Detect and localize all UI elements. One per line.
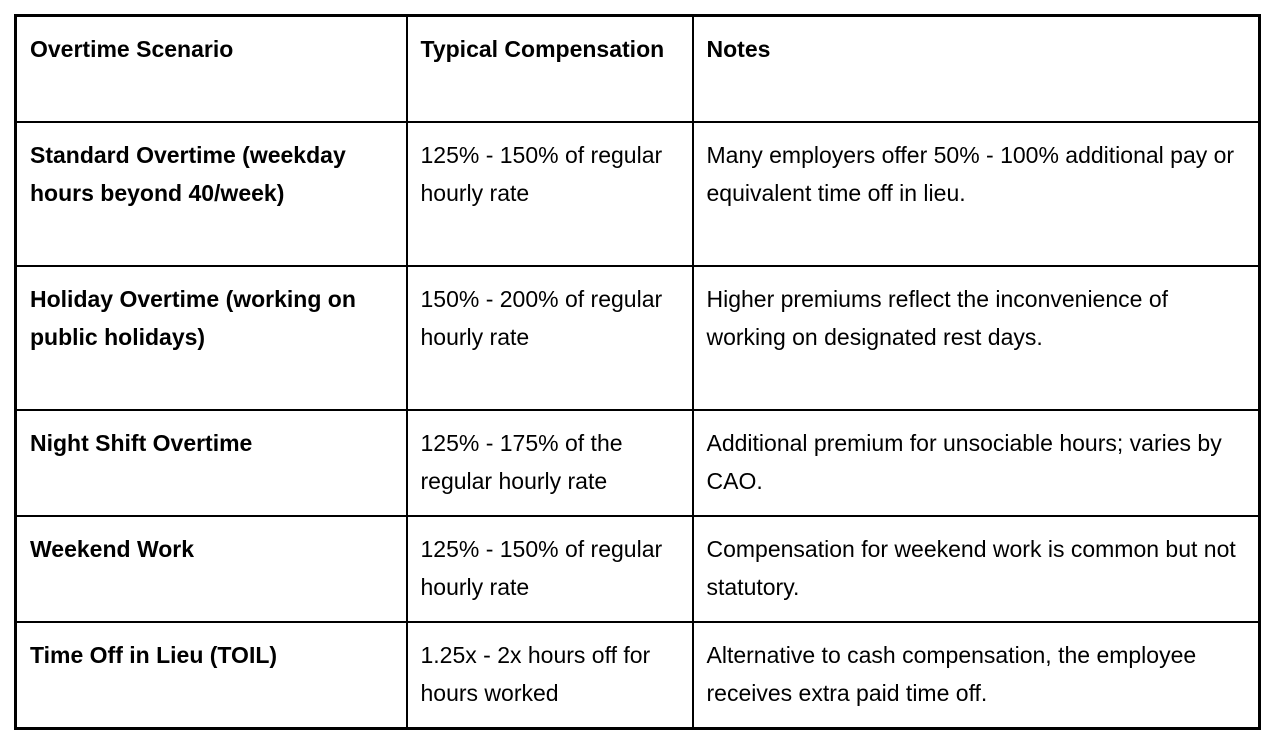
notes-cell: Higher premiums reflect the inconvenienc… <box>691 265 1261 411</box>
column-header-notes: Notes <box>691 14 1261 123</box>
compensation-cell: 150% - 200% of regular hourly rate <box>405 265 694 411</box>
table-row: Time Off in Lieu (TOIL) 1.25x - 2x hours… <box>14 621 1261 730</box>
compensation-cell: 125% - 150% of regular hourly rate <box>405 515 694 623</box>
notes-cell: Compensation for weekend work is common … <box>691 515 1261 623</box>
compensation-cell: 1.25x - 2x hours off for hours worked <box>405 621 694 730</box>
notes-cell: Additional premium for unsociable hours;… <box>691 409 1261 517</box>
scenario-cell: Weekend Work <box>14 515 408 623</box>
scenario-cell: Standard Overtime (weekday hours beyond … <box>14 121 408 267</box>
column-header-typical-compensation: Typical Compensation <box>405 14 694 123</box>
notes-cell: Many employers offer 50% - 100% addition… <box>691 121 1261 267</box>
header-row: Overtime Scenario Typical Compensation N… <box>14 14 1261 123</box>
overtime-compensation-table: Overtime Scenario Typical Compensation N… <box>14 14 1261 730</box>
table-row: Holiday Overtime (working on public holi… <box>14 265 1261 411</box>
compensation-cell: 125% - 150% of regular hourly rate <box>405 121 694 267</box>
table-row: Weekend Work 125% - 150% of regular hour… <box>14 515 1261 623</box>
compensation-cell: 125% - 175% of the regular hourly rate <box>405 409 694 517</box>
column-header-overtime-scenario: Overtime Scenario <box>14 14 408 123</box>
scenario-cell: Night Shift Overtime <box>14 409 408 517</box>
table-row: Standard Overtime (weekday hours beyond … <box>14 121 1261 267</box>
notes-cell: Alternative to cash compensation, the em… <box>691 621 1261 730</box>
table-row: Night Shift Overtime 125% - 175% of the … <box>14 409 1261 517</box>
scenario-cell: Time Off in Lieu (TOIL) <box>14 621 408 730</box>
scenario-cell: Holiday Overtime (working on public holi… <box>14 265 408 411</box>
